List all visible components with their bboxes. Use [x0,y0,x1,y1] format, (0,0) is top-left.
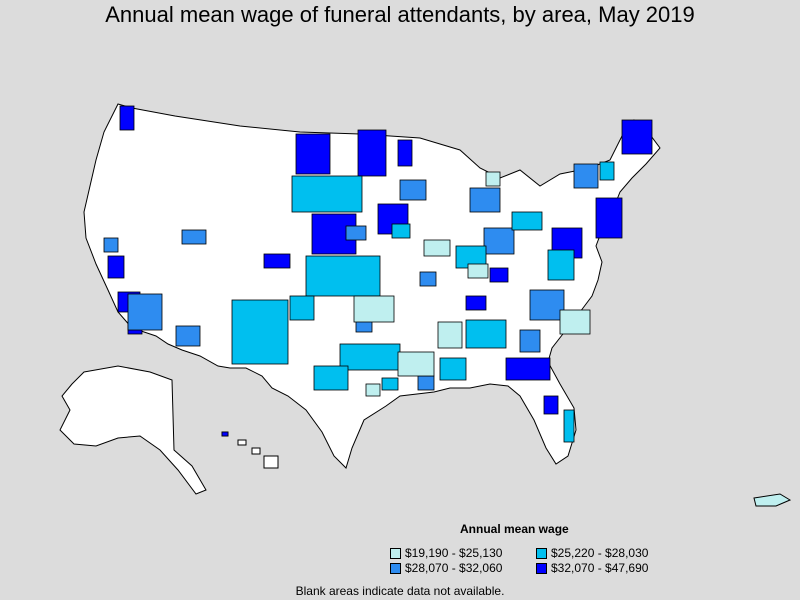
areas-19190-25130 [353,171,591,397]
alaska-outline [59,365,207,495]
legend-item-2: $25,220 - $28,030 [536,546,648,560]
legend-item-3: $28,070 - $32,060 [390,561,502,575]
legend-item-1: $19,190 - $25,130 [390,546,502,560]
areas-25220-28030 [231,161,615,443]
legend-label-4: $32,070 - $47,690 [551,561,649,575]
legend-swatch-2 [536,547,547,559]
legend-title: Annual mean wage [460,522,569,536]
legend-swatch-3 [390,562,401,574]
map-title: Annual mean wage of funeral attendants, … [105,2,695,27]
hawaii-islands [221,431,279,469]
legend-label-1: $19,190 - $25,130 [405,546,503,560]
areas-28070-32060 [103,163,599,391]
legend-swatch-1 [390,547,401,559]
legend-label-2: $25,220 - $28,030 [551,546,649,560]
legend-item-4: $32,070 - $47,690 [536,561,648,575]
legend-swatch-4 [536,562,547,574]
legend-label-3: $28,070 - $32,060 [405,561,503,575]
footnote: Blank areas indicate data not available. [295,584,505,598]
puerto-rico-outline [753,493,792,507]
